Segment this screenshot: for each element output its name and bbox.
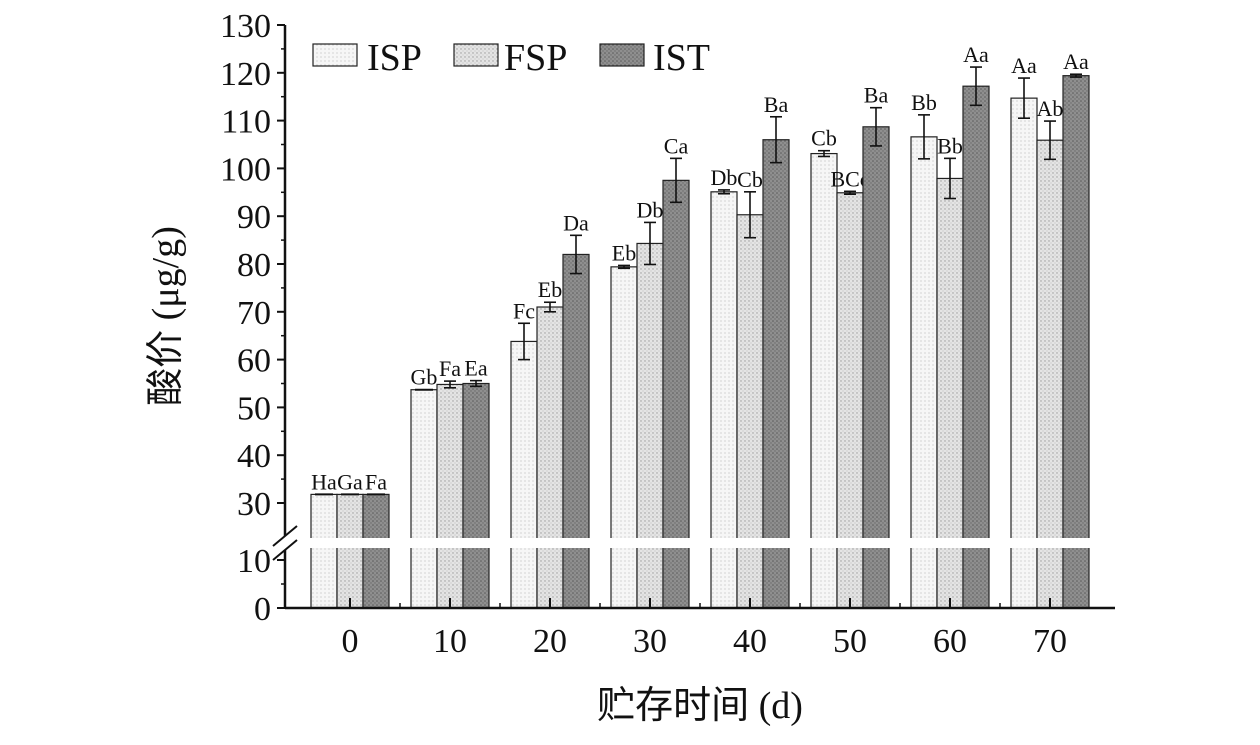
legend-label-ist: IST <box>653 37 710 79</box>
x-tick-label: 20 <box>533 623 567 660</box>
bar-fsp-40 <box>736 214 764 609</box>
bar-fsp-30 <box>636 242 664 609</box>
bar-fsp-20 <box>536 306 564 609</box>
bar-fsp-0 <box>336 493 364 609</box>
bar-fsp-60 <box>936 177 964 609</box>
data-label-fsp-40: Cb <box>737 167 763 192</box>
y-tick-label: 100 <box>220 151 271 188</box>
data-label-isp-20: Fc <box>513 298 535 323</box>
y-tick-label: 130 <box>220 8 271 45</box>
bar-isp-60 <box>910 136 938 609</box>
data-label-ist-40: Ba <box>764 92 789 117</box>
data-label-ist-50: Ba <box>864 83 889 108</box>
y-tick-label: 0 <box>254 591 271 628</box>
y-tick-label: 90 <box>237 199 271 236</box>
data-label-ist-60: Aa <box>963 42 989 67</box>
data-label-fsp-60: Bb <box>937 133 963 158</box>
bar-isp-20 <box>510 340 538 609</box>
bar-fsp-70 <box>1036 139 1064 609</box>
bar-ist-40 <box>762 139 790 609</box>
data-label-fsp-20: Eb <box>538 277 562 302</box>
data-label-ist-10: Ea <box>464 356 487 381</box>
data-label-ist-70: Aa <box>1063 49 1089 74</box>
y-tick-label: 50 <box>237 390 271 427</box>
x-tick-label: 70 <box>1033 623 1067 660</box>
bar-ist-60 <box>962 85 990 609</box>
y-axis-title: 酸价 (μg/g) <box>145 226 187 406</box>
x-tick-label: 30 <box>633 623 667 660</box>
axis-break-gap <box>286 538 1116 548</box>
data-label-isp-40: Db <box>711 165 738 190</box>
data-label-isp-60: Bb <box>911 90 937 115</box>
bar-ist-20 <box>562 253 590 609</box>
legend-swatch-isp <box>312 43 358 67</box>
bar-isp-0 <box>310 493 338 609</box>
axis-break-mark <box>272 539 298 561</box>
y-tick-label: 10 <box>237 543 271 580</box>
legend-label-isp: ISP <box>367 37 422 79</box>
data-label-isp-50: Cb <box>811 126 837 151</box>
data-label-fsp-30: Db <box>637 197 664 222</box>
y-tick-label: 70 <box>237 295 271 332</box>
data-label-ist-20: Da <box>563 210 589 235</box>
bar-isp-70 <box>1010 97 1038 609</box>
y-tick-label: 30 <box>237 486 271 523</box>
y-tick-label: 110 <box>221 104 271 141</box>
x-tick-label: 40 <box>733 623 767 660</box>
axis-break-mark <box>272 525 298 547</box>
data-label-fsp-0: Ga <box>337 469 363 494</box>
legend-swatch-ist <box>599 43 645 67</box>
legend: ISP FSP IST <box>312 37 710 79</box>
legend-label-fsp: FSP <box>504 37 567 79</box>
axes-layer: 0 10 30 40 50 60 70 80 90 100 110 120 130 0 10 20 30 40 50… <box>220 8 1115 660</box>
data-label-isp-70: Aa <box>1011 53 1037 78</box>
y-tick-label: 60 <box>237 343 271 380</box>
data-label-ist-30: Ca <box>664 133 689 158</box>
x-tick-label: 0 <box>342 623 359 660</box>
x-tick-label: 50 <box>833 623 867 660</box>
y-tick-label: 80 <box>237 247 271 284</box>
data-label-ist-0: Fa <box>365 469 387 494</box>
bar-fsp-10 <box>436 383 464 609</box>
x-tick-label: 10 <box>433 623 467 660</box>
bar-isp-10 <box>410 389 438 609</box>
bar-ist-70 <box>1062 75 1090 609</box>
bar-ist-50 <box>862 126 890 609</box>
x-axis-title: 贮存时间 (d) <box>597 685 803 727</box>
bar-isp-30 <box>610 266 638 609</box>
y-tick-label: 120 <box>220 56 271 93</box>
data-label-isp-30: Eb <box>612 240 636 265</box>
data-label-fsp-70: Ab <box>1037 96 1064 121</box>
bar-ist-10 <box>462 382 490 609</box>
x-tick-label: 60 <box>933 623 967 660</box>
data-label-isp-0: Ha <box>311 469 337 494</box>
y-tick-label: 40 <box>237 438 271 475</box>
bar-ist-0 <box>362 493 390 609</box>
legend-swatch-fsp <box>453 43 499 67</box>
data-label-fsp-10: Fa <box>439 356 461 381</box>
data-label-isp-10: Gb <box>411 365 438 390</box>
